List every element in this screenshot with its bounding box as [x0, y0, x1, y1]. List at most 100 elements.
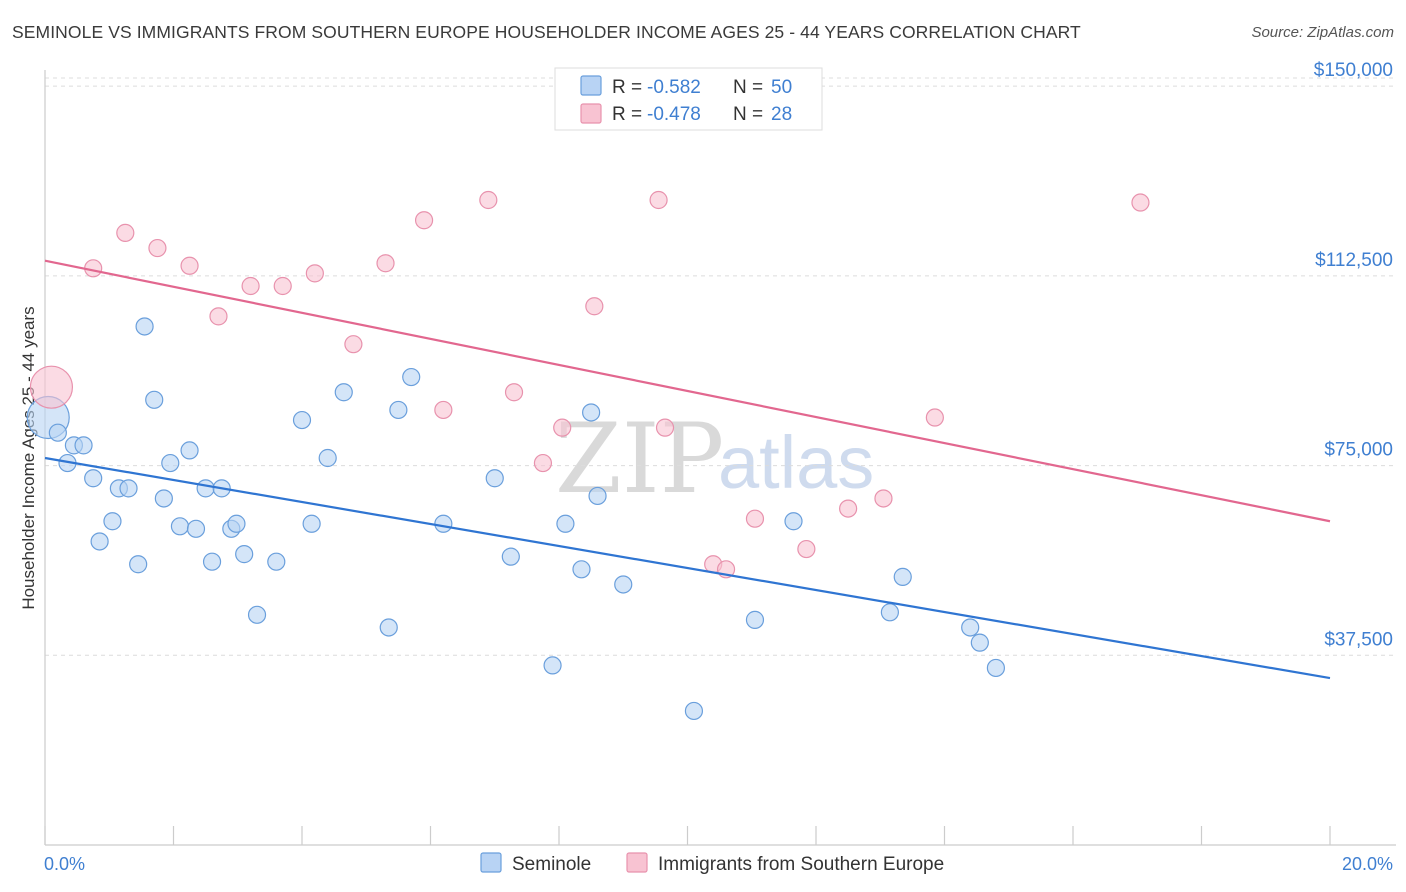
data-point-seminole: [970, 633, 989, 652]
data-point-seminole: [572, 560, 591, 579]
chart-title: SEMINOLE VS IMMIGRANTS FROM SOUTHERN EUR…: [12, 22, 1081, 42]
bottom-legend-swatch-immigrants: [626, 852, 648, 873]
data-point-immigrants: [504, 383, 524, 402]
data-point-immigrants: [533, 453, 553, 473]
data-point-seminole: [402, 367, 421, 387]
chart-source: Source: ZipAtlas.com: [1251, 24, 1394, 41]
data-point-immigrants: [376, 254, 395, 273]
data-point-seminole: [119, 479, 138, 498]
data-point-seminole: [74, 436, 93, 455]
legend-swatch-immigrants: [580, 103, 602, 124]
legend-r-label-seminole: R =: [612, 77, 642, 98]
data-point-immigrants: [585, 297, 604, 316]
y-tick-labels: $37,500 $75,000 $112,500 $150,000: [1314, 60, 1393, 650]
x-ticks: [44, 826, 1331, 845]
series-seminole-points: [26, 317, 1006, 721]
data-point-seminole: [302, 514, 321, 533]
legend-r-label-immigrants: R =: [612, 104, 642, 125]
y-tick-label: $75,000: [1324, 440, 1393, 461]
legend-n-value-immigrants: 28: [771, 104, 792, 125]
data-point-seminole: [129, 555, 148, 574]
data-point-immigrants: [797, 539, 816, 559]
data-point-seminole: [235, 545, 254, 564]
data-point-seminole: [154, 489, 173, 508]
data-point-immigrants: [1131, 193, 1150, 212]
trend-lines: [44, 259, 1331, 680]
y-tick-label: $112,500: [1315, 250, 1393, 271]
data-point-seminole: [145, 390, 164, 409]
y-axis-title: Householder Income Ages 25 - 44 years: [19, 306, 38, 609]
data-point-seminole: [784, 512, 803, 531]
data-point-seminole: [103, 512, 122, 531]
data-point-seminole: [961, 618, 980, 637]
data-point-immigrants: [874, 489, 893, 508]
data-point-immigrants: [925, 408, 944, 427]
data-point-seminole: [556, 514, 575, 533]
data-point-seminole: [180, 441, 199, 460]
data-point-immigrants: [344, 335, 363, 354]
data-point-immigrants: [414, 211, 434, 230]
x-tick-label-min: 0.0%: [44, 854, 85, 874]
data-point-seminole: [227, 514, 246, 533]
data-point-seminole: [161, 453, 180, 473]
data-point-seminole: [582, 403, 601, 422]
data-point-seminole: [588, 486, 607, 506]
data-point-immigrants: [839, 499, 858, 518]
data-point-immigrants: [116, 223, 135, 242]
legend-n-label-immigrants: N =: [733, 104, 763, 125]
data-point-seminole: [485, 469, 504, 488]
data-point-immigrants: [29, 365, 74, 409]
legend-top: R = -0.582 N = 50 R = -0.478 N = 28: [554, 67, 823, 131]
legend-swatch-seminole: [580, 75, 602, 96]
data-point-immigrants: [745, 509, 765, 528]
data-point-immigrants: [273, 276, 292, 296]
data-point-seminole: [893, 567, 912, 586]
data-point-immigrants: [241, 276, 260, 296]
data-point-seminole: [379, 618, 398, 637]
data-point-seminole: [135, 317, 154, 336]
data-point-seminole: [501, 547, 520, 566]
data-point-seminole: [880, 603, 899, 622]
bottom-legend-label-seminole: Seminole: [512, 854, 591, 875]
data-point-seminole: [389, 400, 408, 420]
data-point-seminole: [292, 410, 312, 430]
trend-line-seminole: [44, 456, 1331, 680]
bottom-legend-swatch-seminole: [480, 852, 502, 873]
data-point-seminole: [202, 552, 222, 571]
data-point-seminole: [543, 656, 562, 675]
data-point-seminole: [90, 532, 109, 551]
data-point-seminole: [434, 514, 453, 533]
data-point-seminole: [267, 552, 286, 571]
x-tick-label-max: 20.0%: [1342, 854, 1393, 874]
data-point-immigrants: [479, 190, 498, 210]
data-point-seminole: [318, 448, 337, 468]
bottom-legend-label-immigrants: Immigrants from Southern Europe: [658, 854, 944, 875]
data-point-seminole: [186, 519, 206, 538]
data-point-seminole: [196, 479, 215, 498]
trend-line-immigrants: [44, 259, 1331, 523]
data-point-immigrants: [655, 418, 675, 437]
data-point-immigrants: [180, 256, 199, 275]
legend-bottom: Seminole Immigrants from Southern Europe: [480, 852, 944, 875]
y-tick-label: $37,500: [1324, 629, 1393, 650]
axes: [44, 70, 1396, 846]
legend-r-value-seminole: -0.582: [647, 77, 701, 98]
data-point-immigrants: [305, 264, 324, 283]
data-point-immigrants: [434, 400, 453, 420]
data-point-seminole: [334, 383, 353, 402]
legend-n-label-seminole: N =: [733, 77, 763, 98]
data-point-seminole: [745, 610, 765, 629]
data-point-seminole: [614, 575, 633, 594]
watermark: ZIP atlas: [555, 403, 874, 515]
legend-n-value-seminole: 50: [771, 77, 792, 98]
data-point-seminole: [684, 701, 704, 721]
watermark-atlas: atlas: [718, 421, 874, 504]
y-tick-label: $150,000: [1314, 60, 1393, 81]
series-immigrants-points: [29, 190, 1150, 579]
legend-r-value-immigrants: -0.478: [647, 104, 701, 125]
data-point-seminole: [84, 469, 103, 488]
data-point-seminole: [48, 423, 67, 442]
data-point-seminole: [170, 517, 190, 536]
data-point-immigrants: [209, 307, 228, 326]
